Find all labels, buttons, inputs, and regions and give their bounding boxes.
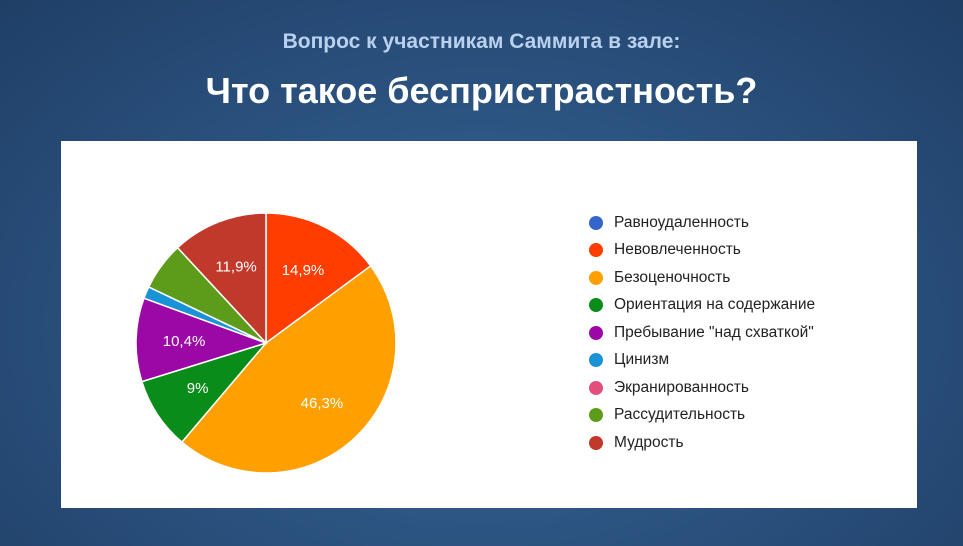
legend-item: Мудрость (589, 429, 815, 457)
pie-chart: 14,9% 46,3% 9% 10,4% 11,9% (135, 212, 397, 474)
legend-item: Рассудительность (589, 402, 815, 430)
question-subtitle: Вопрос к участникам Саммита в зале: (282, 30, 681, 53)
slice-label-3: 46,3% (301, 395, 344, 412)
legend-swatch (589, 353, 603, 368)
pie-slice-2 (265, 212, 372, 345)
legend-swatch (589, 215, 603, 230)
legend-item: Экранированность (589, 374, 815, 402)
legend-label: Равноудаленность (614, 213, 749, 231)
legend-label: Цинизм (614, 351, 670, 369)
legend-label: Ориентация на содержание (614, 296, 816, 314)
legend-swatch (589, 298, 603, 313)
legend-item: Равноудаленность (589, 209, 815, 237)
legend-swatch (589, 325, 603, 340)
page-title: Что такое беспристрастность? (205, 70, 758, 111)
legend-label: Пребывание "над схваткой" (614, 323, 814, 341)
pie-slice-3 (180, 264, 397, 474)
legend-swatch (589, 408, 603, 423)
slice-label-4: 9% (187, 380, 209, 397)
slice-label-9: 11,9% (215, 259, 256, 276)
legend-label: Невовлеченность (614, 241, 741, 259)
slice-label-2: 14,9% (282, 262, 325, 279)
legend-item: Невовлеченность (589, 237, 815, 265)
pie-slice-9 (176, 212, 267, 345)
legend-swatch (589, 270, 603, 285)
legend-swatch (589, 380, 603, 395)
legend-item: Цинизм (589, 347, 815, 375)
legend-label: Рассудительность (614, 406, 746, 424)
legend-label: Экранированность (614, 378, 749, 396)
chart-legend: Равноудаленность Невовлеченность Безоценоч… (589, 209, 815, 457)
legend-item: Безоценочность (589, 264, 815, 292)
legend-swatch (589, 435, 603, 450)
legend-item: Ориентация на содержание (589, 292, 815, 320)
slice-label-5: 10,4% (163, 333, 206, 350)
legend-label: Безоценочность (614, 268, 731, 286)
legend-swatch (589, 243, 603, 258)
legend-item: Пребывание "над схваткой" (589, 319, 815, 347)
pie-slice-5 (135, 297, 269, 383)
chart-panel: 14,9% 46,3% 9% 10,4% 11,9% Равноудаленность Н… (61, 141, 917, 508)
legend-label: Мудрость (614, 433, 684, 451)
